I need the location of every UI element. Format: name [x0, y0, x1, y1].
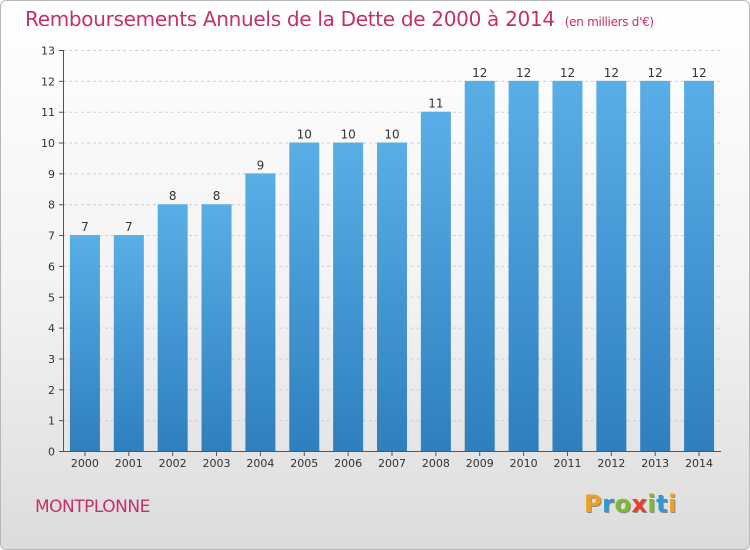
bar-value-label: 9 — [257, 158, 265, 172]
logo-letter: i — [668, 490, 677, 518]
y-tick-label: 11 — [41, 106, 55, 119]
y-tick-label: 13 — [41, 45, 55, 58]
x-tick-label: 2009 — [466, 457, 494, 470]
proxiti-logo: Proxiti — [584, 490, 677, 518]
x-tick-label: 2012 — [597, 457, 625, 470]
x-tick-label: 2007 — [378, 457, 406, 470]
x-tick-label: 2014 — [685, 457, 713, 470]
y-tick-label: 10 — [41, 137, 55, 150]
bar-value-label: 12 — [472, 66, 487, 80]
x-tick-label: 2008 — [422, 457, 450, 470]
bar-value-label: 10 — [297, 128, 312, 142]
bar — [640, 80, 671, 451]
bar-value-label: 11 — [428, 97, 443, 111]
bar-value-label: 10 — [340, 128, 355, 142]
bar-value-label: 12 — [604, 66, 619, 80]
logo-letter: r — [602, 490, 615, 518]
y-tick-label: 7 — [48, 230, 55, 243]
bar — [508, 80, 539, 451]
bar — [420, 111, 451, 451]
bar — [245, 173, 276, 451]
bar — [464, 80, 495, 451]
x-tick-label: 2001 — [115, 457, 143, 470]
logo-letter: i — [647, 490, 657, 518]
x-tick-label: 2011 — [553, 457, 581, 470]
commune-name: MONTPLONNE — [35, 497, 150, 517]
y-tick-label: 4 — [48, 322, 55, 335]
bar-value-label: 12 — [648, 66, 663, 80]
logo-letter: P — [584, 490, 603, 518]
logo-letter: x — [631, 490, 648, 518]
bar-value-label: 10 — [384, 128, 399, 142]
bar — [684, 80, 715, 451]
x-tick-label: 2004 — [246, 457, 274, 470]
y-tick-label: 2 — [48, 384, 55, 397]
y-tick-label: 1 — [48, 415, 55, 428]
bar — [201, 204, 232, 451]
logo-letter: o — [614, 490, 632, 518]
chart-subtitle: (en milliers d'€) — [564, 15, 654, 29]
bar — [552, 80, 583, 451]
y-tick-label: 12 — [41, 75, 55, 88]
bar-value-label: 12 — [691, 66, 706, 80]
x-tick-label: 2003 — [203, 457, 231, 470]
x-tick-label: 2010 — [510, 457, 538, 470]
bar-value-label: 7 — [81, 220, 89, 234]
bar-value-label: 7 — [125, 220, 133, 234]
bar-value-label: 12 — [560, 66, 575, 80]
x-tick-label: 2006 — [334, 457, 362, 470]
y-tick-label: 6 — [48, 260, 55, 273]
x-tick-label: 2000 — [71, 457, 99, 470]
x-tick-label: 2013 — [641, 457, 669, 470]
chart-title: Remboursements Annuels de la Dette de 20… — [25, 7, 654, 31]
logo-letter: t — [656, 490, 669, 518]
y-tick-label: 9 — [48, 168, 55, 181]
y-tick-label: 5 — [48, 291, 55, 304]
x-tick-label: 2005 — [290, 457, 318, 470]
x-tick-label: 2002 — [159, 457, 187, 470]
bar — [289, 142, 320, 452]
bar — [333, 142, 364, 452]
y-tick-label: 8 — [48, 199, 55, 212]
bar-value-label: 8 — [169, 189, 177, 203]
bar — [596, 80, 627, 451]
chart-title-text: Remboursements Annuels de la Dette de 20… — [25, 7, 555, 31]
bar — [377, 142, 407, 452]
y-tick-label: 3 — [48, 353, 55, 366]
bar — [157, 204, 188, 451]
bar — [113, 235, 144, 451]
bar-value-label: 12 — [516, 66, 531, 80]
y-tick-label: 0 — [48, 446, 55, 459]
bar-value-label: 8 — [213, 189, 221, 203]
bar — [69, 235, 100, 451]
